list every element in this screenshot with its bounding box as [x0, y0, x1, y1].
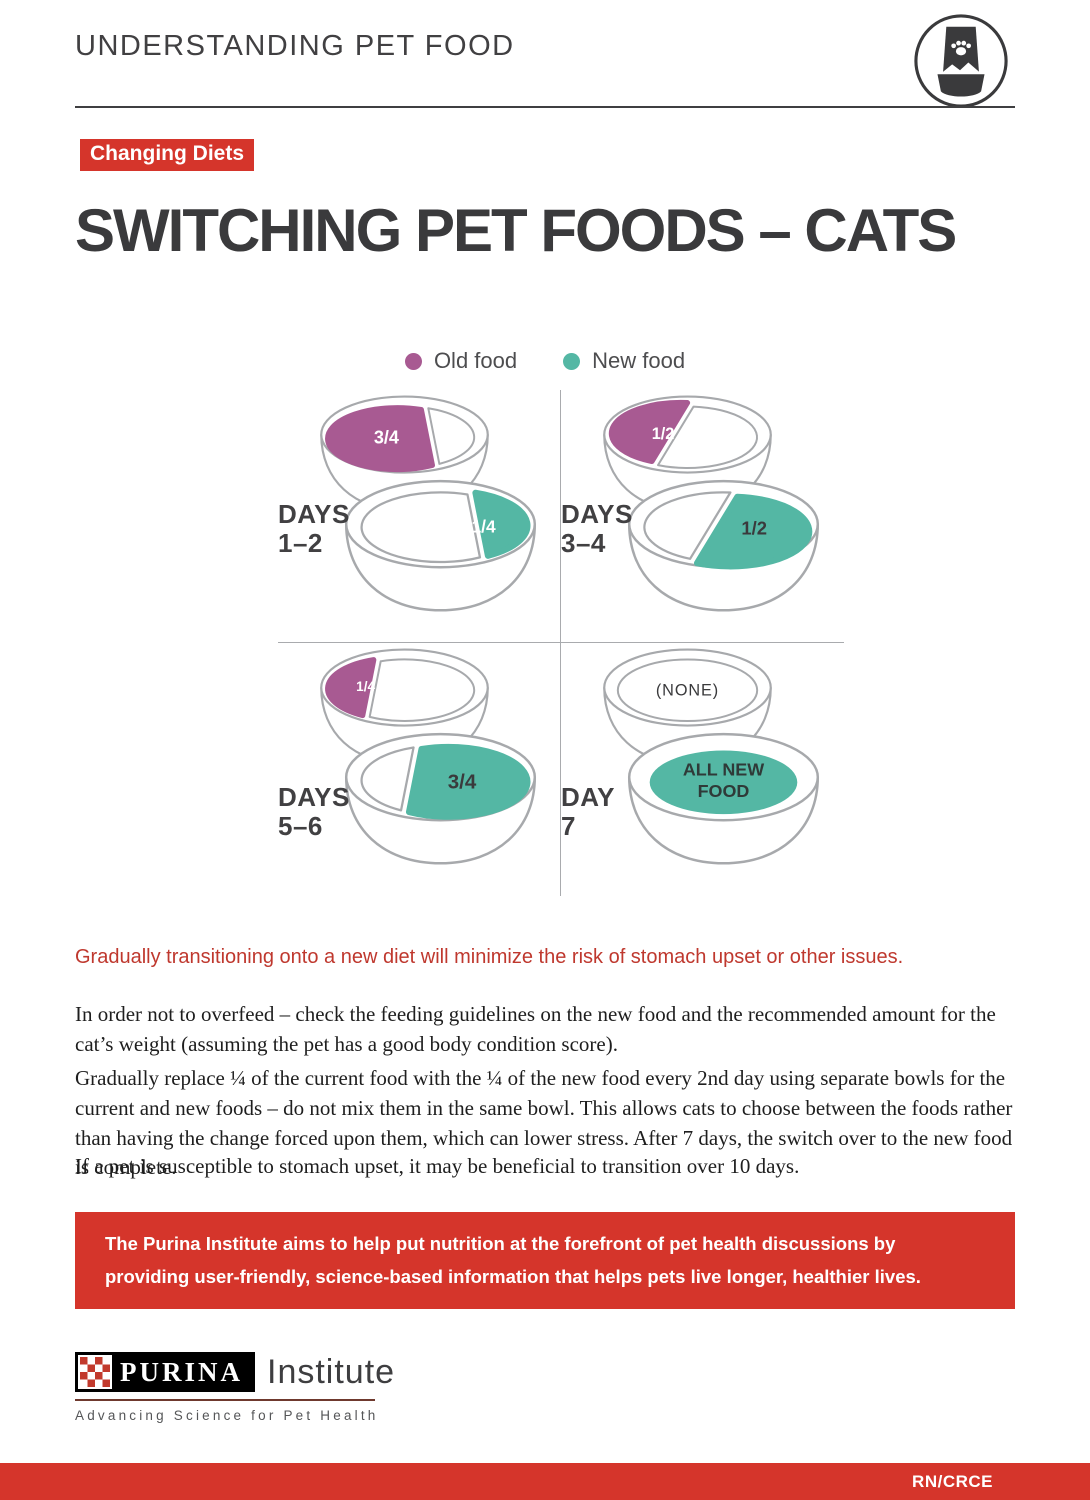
bowl-graphic: 1/2: [603, 395, 772, 512]
new-food-bowl: 3/4: [338, 729, 543, 873]
transition-schedule-diagram: DAYS 1–2 3/4 1/4 DAYS 3–4 1/2 1/2 DAYS 5–6 1/4 3/4 D…: [278, 390, 844, 896]
bowl-portion-label: 3/4: [448, 770, 477, 793]
bowl-graphic: ALL NEW FOOD: [627, 732, 820, 865]
new-food-bowl: ALL NEW FOOD: [621, 729, 826, 873]
purina-institute-logo: PURINA Institute Advancing Science for P…: [75, 1352, 395, 1423]
highlight-sentence: Gradually transitioning onto a new diet …: [75, 946, 904, 968]
page-title: SWITCHING PET FOODS – CATS: [75, 197, 957, 264]
diagram-quadrant: DAYS 3–4 1/2 1/2: [561, 390, 844, 643]
logo-divider: [75, 1399, 375, 1401]
bowl-portion-label: 1/2: [652, 425, 675, 443]
footer-bar: RN/CRCE: [0, 1463, 1090, 1500]
bowl-portion-label: 1/4: [471, 516, 496, 536]
day-label: DAYS 1–2: [278, 499, 350, 559]
purina-wordmark: PURINA: [75, 1352, 255, 1392]
new-food-bowl: 1/2: [621, 476, 826, 620]
body-paragraph-3: If a pet is susceptible to stomach upset…: [75, 1154, 800, 1178]
new-food-bowl: 1/4: [338, 476, 543, 620]
pet-food-bag-bowl-icon: [912, 12, 1010, 110]
doc-series-title: UNDERSTANDING PET FOOD: [75, 30, 515, 62]
diagram-quadrant: DAYS 5–6 1/4 3/4: [278, 643, 561, 896]
logo-row: PURINA Institute: [75, 1352, 395, 1392]
bowl-portion-label: (NONE): [656, 682, 719, 700]
legend: Old food New food: [0, 348, 1090, 374]
bowl-portion-label: ALL NEW FOOD: [683, 760, 764, 802]
diagram-quadrant: DAYS 1–2 3/4 1/4: [278, 390, 561, 643]
purina-checkerboard-icon: [78, 1355, 112, 1389]
logo-tagline: Advancing Science for Pet Health: [75, 1408, 379, 1423]
diagram-quadrant: DAY 7 (NONE) ALL NEW FOOD: [561, 643, 844, 896]
body-paragraph-1: In order not to overfeed – check the fee…: [75, 1002, 996, 1056]
purina-brand-text: PURINA: [120, 1356, 243, 1387]
body-paragraph-2: Gradually replace ¼ of the current food …: [75, 1066, 1013, 1180]
new-food-dot-icon: [563, 352, 581, 370]
bowl-graphic: 3/4: [344, 732, 537, 865]
bowl-graphic: 1/4: [344, 479, 537, 612]
mission-banner: The Purina Institute aims to help put nu…: [75, 1212, 1015, 1309]
old-food-dot-icon: [404, 352, 422, 370]
bowl-portion-label: 1/4: [356, 679, 375, 694]
legend-label-old: Old food: [433, 348, 518, 373]
bowl-portion-label: 1/2: [741, 517, 767, 538]
institute-text: Institute: [267, 1352, 396, 1391]
legend-item-old-food: Old food: [404, 348, 518, 374]
legend-item-new-food: New food: [563, 348, 685, 374]
day-label: DAYS 5–6: [278, 782, 350, 842]
old-food-bowl: 1/2: [597, 392, 778, 519]
legend-label-new: New food: [592, 348, 686, 373]
bowl-graphic: 1/2: [627, 479, 820, 612]
bowl-graphic: 3/4: [320, 395, 489, 512]
day-label: DAYS 3–4: [561, 499, 633, 559]
old-food-bowl: 3/4: [314, 392, 495, 519]
doc-code: RN/CRCE: [912, 1471, 993, 1491]
header-divider: [75, 106, 1015, 108]
day-label: DAY 7: [561, 782, 616, 842]
mission-banner-text: The Purina Institute aims to help put nu…: [105, 1233, 921, 1287]
section-badge: Changing Diets: [80, 139, 255, 171]
bowl-portion-label: 3/4: [374, 428, 399, 448]
